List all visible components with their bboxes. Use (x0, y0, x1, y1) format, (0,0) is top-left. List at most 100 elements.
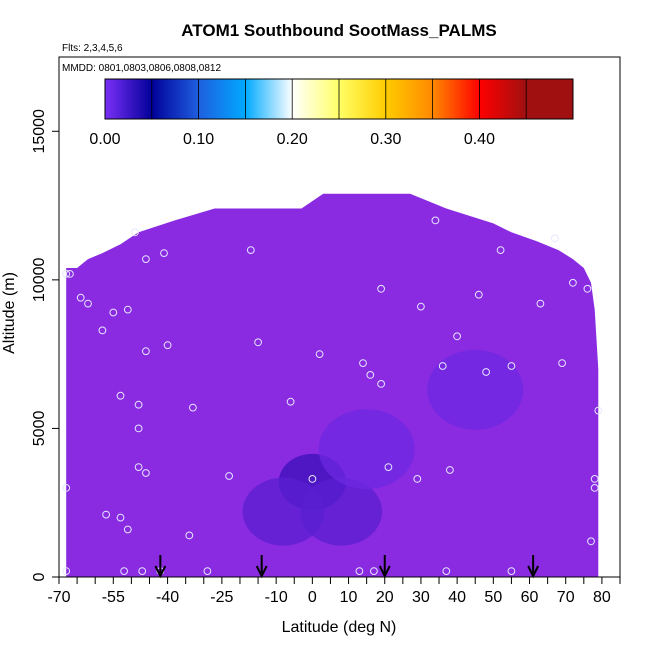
x-tick-label: -40 (156, 589, 179, 606)
sample-point (120, 567, 128, 575)
sample-point (590, 475, 599, 483)
colorbar: 0.00 0.10 0.20 0.30 0.40 (89, 78, 574, 148)
arrow-head (378, 565, 391, 579)
sample-point (558, 359, 566, 368)
x-tick-label: 70 (557, 589, 575, 606)
colorbar-segment (479, 79, 527, 119)
sample-point (474, 290, 483, 299)
x-tick-label: 40 (448, 589, 466, 606)
colorbar-segment (432, 79, 480, 119)
sample-point (142, 469, 150, 477)
sample-point (116, 391, 125, 400)
sample-point (102, 510, 110, 519)
sample-point (142, 347, 150, 356)
sample-point (189, 403, 197, 412)
sample-point (583, 284, 592, 293)
sample-point (76, 293, 85, 302)
x-tick-label: 80 (593, 589, 611, 606)
low-anomaly-1 (242, 477, 325, 546)
sample-point (359, 359, 367, 368)
low-anomaly-3 (318, 409, 415, 490)
x-tick-label: 30 (412, 589, 430, 606)
x-tick-label: 60 (521, 589, 539, 606)
sample-point (134, 463, 143, 472)
plot-frame (58, 56, 621, 578)
sample-point (246, 246, 255, 255)
colorbar-frame (104, 78, 574, 120)
colorbar-segment (105, 79, 153, 119)
sample-point (431, 216, 440, 225)
sample-point (163, 341, 172, 350)
arrow-head (154, 565, 167, 579)
sample-point (203, 567, 212, 575)
sample-point (160, 249, 168, 258)
x-tick-label: 20 (376, 589, 394, 606)
sample-point (482, 368, 491, 376)
colorbar-tick-label: 0.00 (89, 131, 120, 148)
sample-point (185, 531, 194, 540)
sample-point (315, 350, 324, 359)
y-tick-label: 5000 (31, 411, 48, 447)
colorbar-segment (526, 79, 574, 119)
sample-point (496, 246, 505, 255)
colorbar-segment (339, 79, 387, 119)
x-tick-label: -10 (265, 589, 288, 606)
sample-point (138, 567, 147, 575)
sample-point (377, 284, 386, 293)
sample-point (551, 234, 559, 243)
colorbar-tick-label: 0.10 (183, 131, 214, 148)
sample-point (587, 537, 595, 546)
flights-subtitle: Flts: 2,3,4,5,6 (62, 43, 123, 54)
sample-point (594, 406, 603, 415)
x-tick-label: -70 (47, 589, 70, 606)
sample-point (116, 513, 125, 522)
sample-point (453, 332, 462, 341)
y-tick-label: 10000 (31, 258, 48, 303)
colorbar-tick-label: 0.20 (277, 131, 308, 148)
sample-point (442, 567, 451, 575)
sample-point (134, 424, 143, 433)
sample-point (417, 302, 425, 311)
sample-point (507, 362, 516, 370)
sample-point (66, 270, 74, 278)
sample-point (370, 567, 378, 575)
sample-point (308, 475, 317, 483)
sample-point (62, 567, 71, 575)
sample-point (62, 270, 71, 278)
sample-point (254, 338, 263, 347)
sample-point (355, 567, 364, 575)
sample-point (446, 466, 454, 474)
axes: -70 -55 -40 -25 -10 0 10 20 30 40 50 60 70 80 0 5000 100… (31, 109, 621, 606)
x-axis-label: Latitude (deg N) (282, 619, 397, 636)
low-anomaly-4 (427, 349, 524, 430)
x-tick-label: 50 (484, 589, 502, 606)
sample-point (384, 463, 393, 472)
y-axis-label: Altitude (m) (1, 272, 18, 354)
sample-point (62, 484, 71, 492)
colorbar-segment (385, 79, 434, 119)
y-tick-label: 0 (31, 572, 48, 581)
sample-point (286, 397, 295, 406)
y-tick-label: 15000 (31, 109, 48, 154)
sample-point (109, 308, 118, 317)
sample-point (142, 255, 150, 264)
sample-point (590, 484, 599, 492)
colorbar-segment (292, 79, 340, 119)
chart-title: ATOM1 Southbound SootMass_PALMS (181, 21, 496, 40)
sample-point (98, 326, 107, 335)
x-tick-label: -55 (102, 589, 125, 606)
data-envelope (66, 193, 599, 577)
sample-point (413, 475, 422, 483)
sample-point (438, 362, 447, 370)
sample-point (536, 299, 545, 308)
colorbar-segment (245, 79, 293, 119)
sample-point (134, 400, 143, 409)
arrow-head (527, 565, 540, 579)
low-anomaly-2 (300, 477, 383, 546)
x-tick-label: 10 (340, 589, 358, 606)
sample-point (507, 567, 516, 575)
sample-point (84, 299, 92, 308)
sample-point (225, 472, 234, 480)
sample-point (569, 278, 577, 287)
